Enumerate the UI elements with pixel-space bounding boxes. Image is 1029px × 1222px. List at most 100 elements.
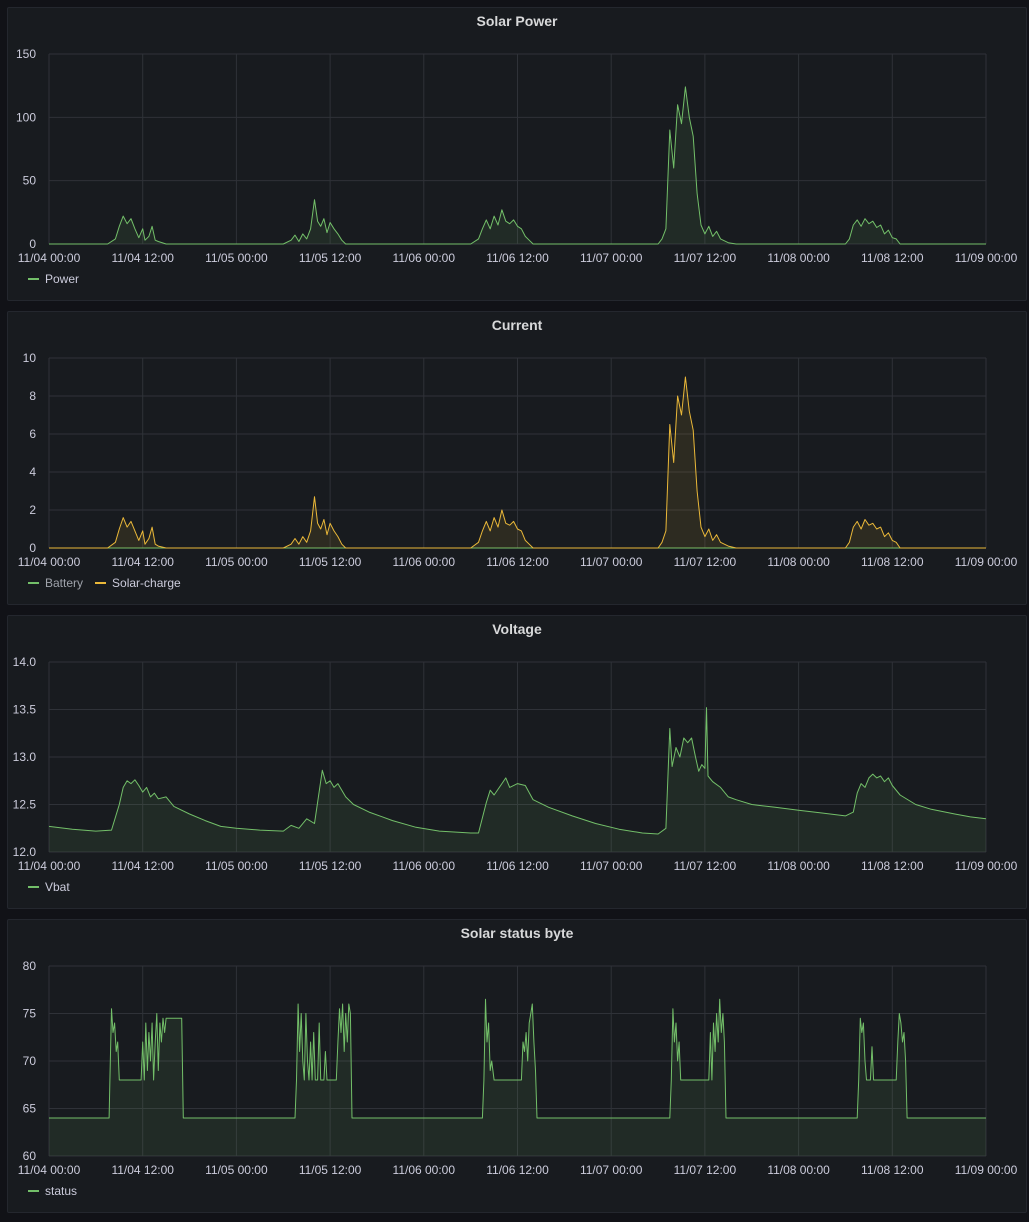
series-area-vbat (49, 707, 986, 852)
x-tick-label: 11/08 12:00 (861, 859, 924, 873)
x-tick-label: 11/04 12:00 (111, 1163, 174, 1177)
x-tick-label: 11/07 12:00 (674, 1163, 737, 1177)
x-tick-label: 11/06 12:00 (486, 555, 549, 569)
chart-solar-power: 0 50 100 150 11/04 00:00 11/04 12:00 11/05 00:… (16, 47, 1018, 265)
legend: status (28, 1184, 77, 1198)
x-tick-label: 11/04 00:00 (18, 1163, 81, 1177)
y-tick-label: 50 (23, 174, 37, 188)
x-tick-label: 11/07 12:00 (674, 251, 737, 265)
legend-swatch (28, 278, 39, 280)
x-tick-label: 11/09 00:00 (955, 859, 1018, 873)
x-tick-label: 11/08 12:00 (861, 1163, 924, 1177)
x-tick-label: 11/09 00:00 (955, 251, 1018, 265)
x-tick-label: 11/08 00:00 (767, 859, 830, 873)
y-tick-label: 60 (23, 1149, 37, 1163)
y-tick-label: 12.0 (13, 845, 37, 859)
panel-current: Current 0 2 4 6 8 10 11/04 00:00 11/04 12:00 11/… (7, 311, 1027, 605)
y-tick-label: 0 (29, 541, 36, 555)
legend: Vbat (28, 880, 70, 894)
panel-title[interactable]: Current (491, 317, 543, 333)
x-tick-label: 11/07 00:00 (580, 251, 643, 265)
x-tick-label: 11/07 00:00 (580, 555, 643, 569)
panel-solar-status-byte: Solar status byte 60 65 70 75 80 11/04 00:00 1… (7, 919, 1027, 1213)
y-tick-label: 10 (23, 351, 37, 365)
legend: Power (28, 272, 79, 286)
x-tick-label: 11/08 12:00 (861, 555, 924, 569)
panel-title[interactable]: Solar Power (476, 13, 558, 29)
legend-label: Power (45, 272, 80, 286)
legend-label: Solar-charge (112, 576, 181, 590)
legend-item-battery[interactable]: Battery (28, 576, 83, 590)
x-tick-label: 11/07 12:00 (674, 555, 737, 569)
legend-swatch (95, 582, 107, 584)
legend-swatch (28, 1190, 39, 1192)
x-tick-label: 11/04 12:00 (111, 555, 174, 569)
x-tick-label: 11/06 00:00 (393, 1163, 456, 1177)
legend-item-vbat[interactable]: Vbat (28, 880, 70, 894)
y-tick-label: 2 (29, 503, 36, 517)
legend-label: Vbat (45, 880, 70, 894)
legend-label: Battery (45, 576, 84, 590)
x-tick-label: 11/05 00:00 (205, 251, 268, 265)
series-line-power (49, 86, 986, 245)
x-tick-label: 11/04 12:00 (111, 251, 174, 265)
x-tick-label: 11/09 00:00 (955, 1163, 1018, 1177)
y-tick-label: 14.0 (13, 655, 37, 669)
x-tick-label: 11/08 00:00 (767, 1163, 830, 1177)
x-tick-label: 11/06 00:00 (393, 859, 456, 873)
y-tick-label: 80 (23, 959, 37, 973)
x-tick-label: 11/06 00:00 (393, 251, 456, 265)
panel-title[interactable]: Voltage (492, 621, 542, 637)
x-tick-label: 11/04 00:00 (18, 555, 81, 569)
x-tick-label: 11/05 12:00 (299, 251, 362, 265)
legend-item-power[interactable]: Power (28, 272, 79, 286)
panel-voltage: Voltage 12.0 12.5 13.0 13.5 14.0 11/04 00:00 1… (7, 615, 1027, 909)
legend-swatch (28, 886, 39, 888)
x-tick-label: 11/04 12:00 (111, 859, 174, 873)
y-tick-label: 65 (23, 1102, 37, 1116)
y-tick-label: 6 (29, 427, 36, 441)
x-tick-label: 11/04 00:00 (18, 859, 81, 873)
y-tick-label: 13.0 (13, 750, 37, 764)
y-tick-label: 100 (16, 110, 36, 124)
y-tick-label: 70 (23, 1054, 37, 1068)
x-tick-label: 11/04 00:00 (18, 251, 81, 265)
chart-voltage: 12.0 12.5 13.0 13.5 14.0 11/04 00:00 11/04 12:… (13, 655, 1018, 873)
series-area-status (49, 999, 986, 1156)
x-tick-label: 11/06 12:00 (486, 1163, 549, 1177)
chart-current: 0 2 4 6 8 10 11/04 00:00 11/04 12:00 11/05 00:00… (18, 351, 1018, 569)
legend-label: status (45, 1184, 78, 1198)
x-tick-label: 11/08 12:00 (861, 251, 924, 265)
chart-solar-status-byte: 60 65 70 75 80 11/04 00:00 11/04 12:00 11/05 00… (18, 959, 1018, 1177)
y-tick-label: 13.5 (13, 703, 37, 717)
x-tick-label: 11/09 00:00 (955, 555, 1018, 569)
x-tick-label: 11/05 12:00 (299, 1163, 362, 1177)
x-tick-label: 11/07 12:00 (674, 859, 737, 873)
legend-swatch (28, 582, 39, 584)
x-tick-label: 11/05 00:00 (205, 859, 268, 873)
series-line-solar-charge (49, 376, 986, 549)
y-tick-label: 4 (29, 465, 36, 479)
x-tick-label: 11/07 00:00 (580, 1163, 643, 1177)
y-tick-label: 0 (29, 237, 36, 251)
y-tick-label: 150 (16, 47, 36, 61)
legend: Battery Solar-charge (28, 576, 181, 590)
y-tick-label: 8 (29, 389, 36, 403)
legend-item-solar-charge[interactable]: Solar-charge (95, 576, 181, 590)
x-tick-label: 11/05 00:00 (205, 555, 268, 569)
x-tick-label: 11/08 00:00 (767, 251, 830, 265)
x-tick-label: 11/07 00:00 (580, 859, 643, 873)
legend-item-status[interactable]: status (28, 1184, 77, 1198)
series-line-vbat (48, 707, 987, 835)
x-tick-label: 11/05 00:00 (205, 1163, 268, 1177)
x-tick-label: 11/06 12:00 (486, 251, 549, 265)
x-tick-label: 11/08 00:00 (767, 555, 830, 569)
panel-solar-power: Solar Power 0 50 100 150 11/04 00:00 11/04 12… (7, 7, 1027, 301)
panel-title[interactable]: Solar status byte (460, 925, 574, 941)
x-tick-label: 11/06 00:00 (393, 555, 456, 569)
x-tick-label: 11/05 12:00 (299, 555, 362, 569)
series-line-status (49, 998, 986, 1119)
x-tick-label: 11/05 12:00 (299, 859, 362, 873)
y-tick-label: 75 (23, 1007, 37, 1021)
y-tick-label: 12.5 (13, 798, 37, 812)
